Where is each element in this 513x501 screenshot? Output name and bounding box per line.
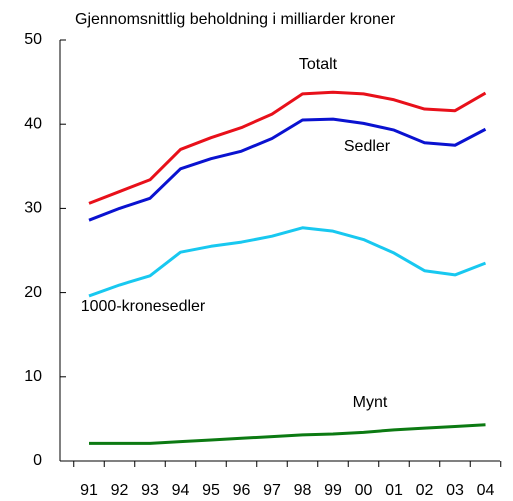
y-tick-label: 30 [24, 200, 42, 217]
x-tick-label: 04 [477, 482, 495, 499]
series-line [88, 90, 487, 205]
x-tick-label: 03 [446, 482, 464, 499]
x-tick-label: 95 [202, 482, 220, 499]
chart-title: Gjennomsnittlig beholdning i milliarder … [75, 11, 396, 28]
x-tick-label: 93 [141, 482, 159, 499]
y-tick-label: 40 [24, 115, 42, 132]
x-tick-label: 97 [263, 482, 281, 499]
x-tick-label: 99 [324, 482, 342, 499]
series-label: 1000-kronesedler [81, 298, 206, 315]
series-line [88, 226, 487, 298]
x-tick-label: 96 [233, 482, 251, 499]
y-tick-label: 0 [33, 452, 42, 469]
x-tick-label: 02 [416, 482, 434, 499]
series-line [89, 423, 486, 445]
series-label: Sedler [344, 138, 391, 155]
series-label: Totalt [299, 56, 338, 73]
x-tick-label: 98 [294, 482, 312, 499]
x-tick-label: 92 [111, 482, 129, 499]
x-tick-label: 94 [172, 482, 190, 499]
series-label: Mynt [353, 394, 388, 411]
y-tick-label: 50 [24, 31, 42, 48]
x-tick-label: 91 [80, 482, 98, 499]
y-tick-label: 10 [24, 368, 42, 385]
series-line [88, 117, 487, 222]
x-tick-label: 01 [385, 482, 403, 499]
y-tick-label: 20 [24, 284, 42, 301]
x-tick-label: 00 [355, 482, 373, 499]
